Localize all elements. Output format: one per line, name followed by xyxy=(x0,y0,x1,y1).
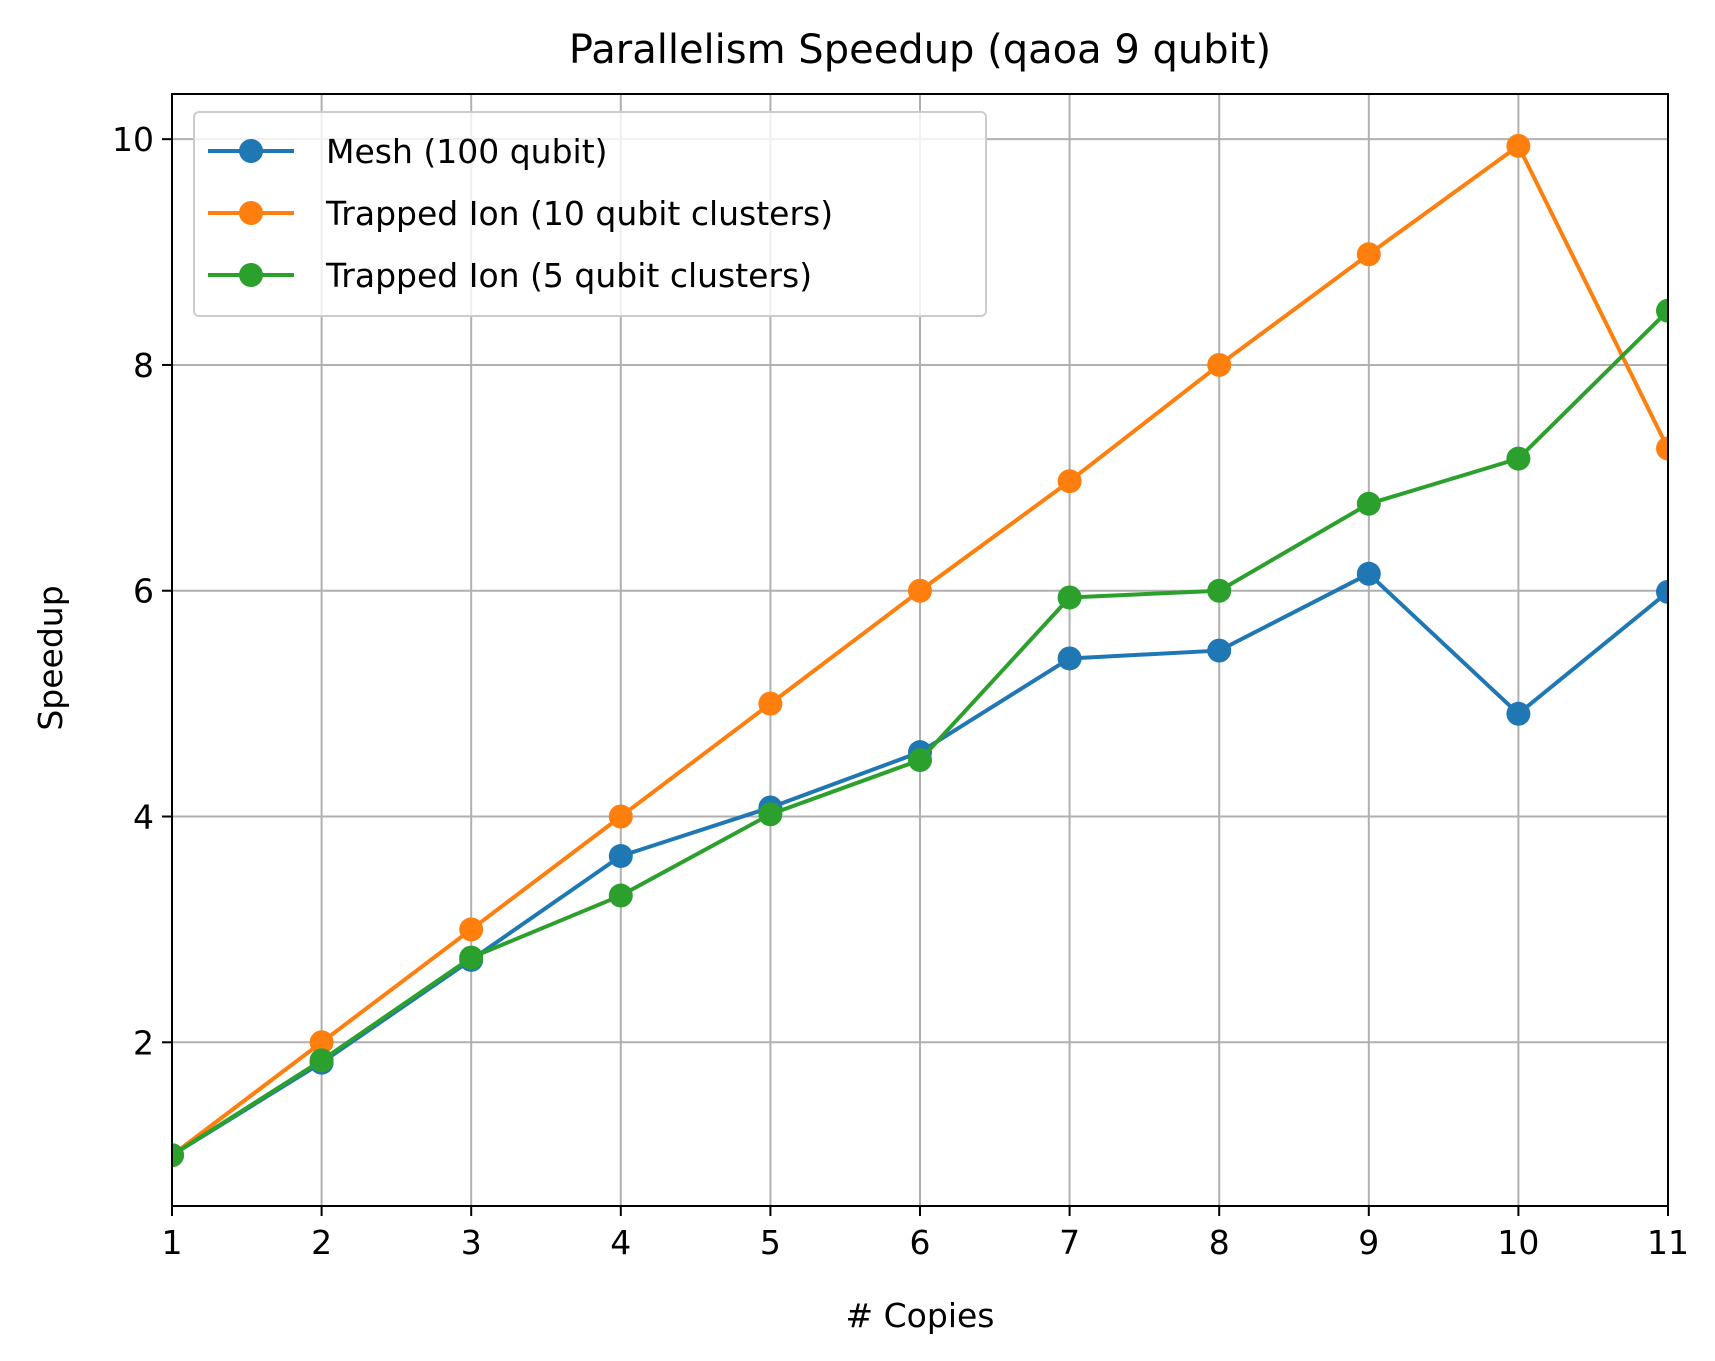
data-point xyxy=(1506,701,1531,726)
data-point xyxy=(1506,446,1531,471)
data-point xyxy=(1656,436,1668,461)
data-point xyxy=(1207,578,1232,603)
data-point xyxy=(908,748,932,773)
y-tick-label: 2 xyxy=(133,1023,154,1062)
data-point xyxy=(1356,242,1381,267)
data-point xyxy=(1506,133,1531,158)
data-point xyxy=(309,1030,334,1055)
series-group xyxy=(172,133,1668,1168)
data-point xyxy=(908,578,932,603)
data-point xyxy=(1057,585,1082,610)
legend-item: Mesh (100 qubit) xyxy=(208,132,608,171)
axis-ticks: 1 2 3 4 5 6 7 8 9 10 11 2 4 6 8 10 xyxy=(112,120,1689,1262)
x-tick-label: 7 xyxy=(1059,1223,1080,1262)
data-point xyxy=(608,844,633,869)
legend-marker xyxy=(239,201,263,225)
legend-marker xyxy=(239,139,263,163)
y-tick-label: 10 xyxy=(112,120,154,159)
data-point xyxy=(1057,646,1082,671)
x-tick-label: 11 xyxy=(1647,1223,1689,1262)
data-point xyxy=(1356,491,1381,516)
data-point xyxy=(1207,638,1232,663)
legend-label: Trapped Ion (10 qubit clusters) xyxy=(325,194,833,233)
x-tick-label: 3 xyxy=(461,1223,482,1262)
data-point xyxy=(172,1143,184,1168)
legend-box xyxy=(193,111,987,317)
data-point xyxy=(608,883,633,908)
x-tick-label: 1 xyxy=(162,1223,183,1262)
data-point xyxy=(1356,561,1381,586)
data-point xyxy=(608,804,633,829)
data-point xyxy=(1656,298,1668,323)
data-point xyxy=(459,945,484,970)
data-point xyxy=(309,1048,334,1073)
legend: Mesh (100 qubit) Trapped Ion (10 qubit cl… xyxy=(193,111,987,317)
data-point xyxy=(1207,352,1232,377)
legend-label: Trapped Ion (5 qubit clusters) xyxy=(325,256,812,295)
x-axis-label: # Copies xyxy=(846,1296,995,1335)
x-tick-label: 2 xyxy=(311,1223,332,1262)
x-tick-label: 8 xyxy=(1209,1223,1230,1262)
y-tick-label: 4 xyxy=(133,798,154,837)
data-point xyxy=(1057,469,1082,494)
data-point xyxy=(758,802,783,827)
x-tick-label: 4 xyxy=(610,1223,631,1262)
x-tick-label: 10 xyxy=(1497,1223,1539,1262)
chart-title: Parallelism Speedup (qaoa 9 qubit) xyxy=(569,27,1271,73)
legend-marker xyxy=(239,263,263,287)
legend-item: Trapped Ion (10 qubit clusters) xyxy=(208,194,833,233)
legend-label: Mesh (100 qubit) xyxy=(326,132,608,171)
data-point xyxy=(1656,579,1668,604)
x-tick-label: 9 xyxy=(1358,1223,1379,1262)
y-tick-label: 8 xyxy=(133,346,154,385)
y-axis-label: Speedup xyxy=(31,585,70,730)
data-point xyxy=(758,691,783,716)
y-tick-label: 6 xyxy=(133,572,154,611)
legend-item: Trapped Ion (5 qubit clusters) xyxy=(208,256,812,295)
series-3 xyxy=(172,298,1668,1168)
x-tick-label: 5 xyxy=(760,1223,781,1262)
data-point xyxy=(459,917,484,942)
x-tick-label: 6 xyxy=(910,1223,931,1262)
